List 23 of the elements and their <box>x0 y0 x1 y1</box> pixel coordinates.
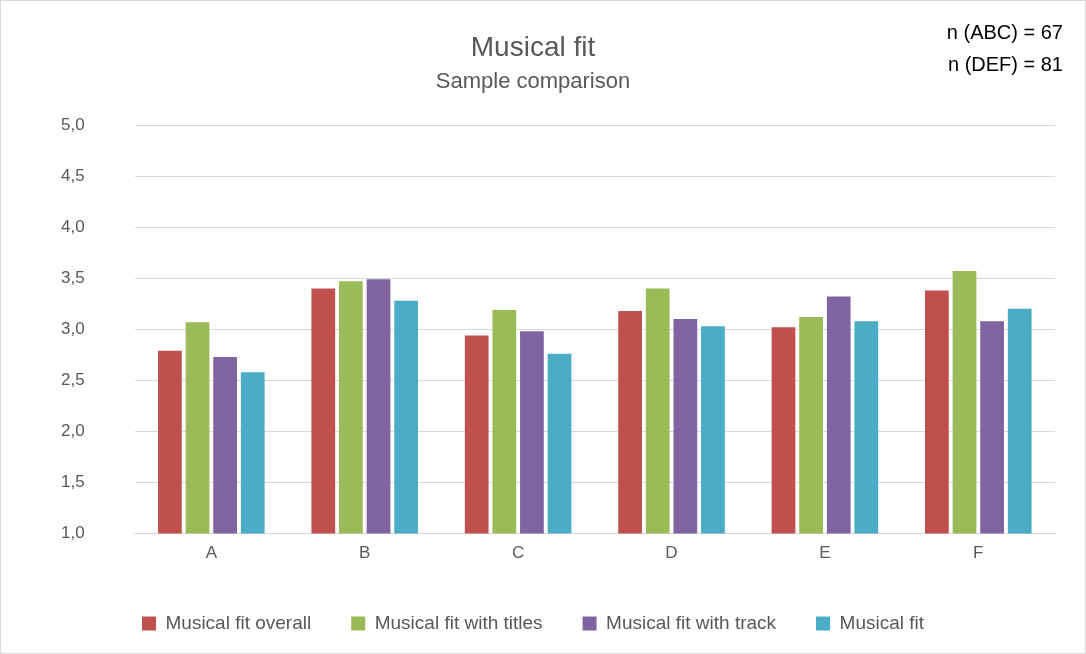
y-tick-label: 1,5 <box>60 472 85 492</box>
x-tick-label: A <box>205 543 218 563</box>
y-tick-label: 5,0 <box>60 114 85 134</box>
x-tick-label: F <box>973 543 984 563</box>
x-tick-label: C <box>511 543 525 563</box>
chart-subtitle: Sample comparison <box>435 67 631 93</box>
legend-label: Musical fit with titles <box>374 611 543 633</box>
y-tick-label: 2,5 <box>60 370 85 390</box>
y-tick-label: 2,0 <box>60 421 85 441</box>
x-tick-label: E <box>819 543 831 563</box>
legend-label: Musical fit with track <box>606 611 777 633</box>
legend-label: Musical fit overall <box>165 611 312 633</box>
y-tick-label: 4,5 <box>60 165 85 185</box>
legend-label: Musical fit <box>839 611 925 633</box>
text: n (ABC) = 67 <box>946 20 1063 43</box>
y-tick-label: 4,0 <box>60 216 85 236</box>
x-tick-label: B <box>359 543 371 563</box>
y-tick-label: 3,0 <box>60 318 85 338</box>
text: n (DEF) = 81 <box>947 52 1063 75</box>
y-tick-label: 3,5 <box>60 267 85 287</box>
y-tick-label: 1,0 <box>60 523 85 543</box>
x-tick-label: D <box>665 543 678 563</box>
chart-title: Musical fit <box>470 30 596 62</box>
